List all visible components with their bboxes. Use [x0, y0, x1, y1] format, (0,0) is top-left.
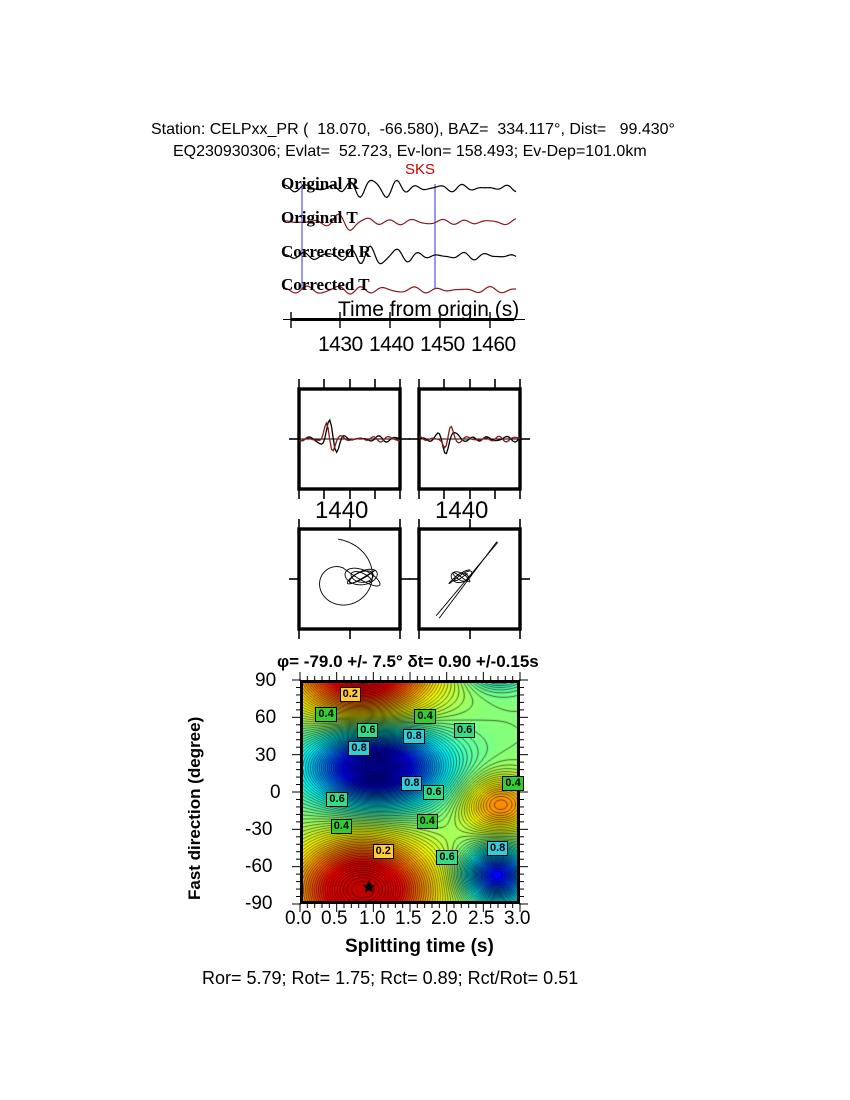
svg-text:Original R: Original R — [281, 174, 360, 193]
svg-text:Corrected T: Corrected T — [281, 275, 370, 294]
svg-text:Original T: Original T — [281, 208, 358, 227]
svg-text:Corrected R: Corrected R — [281, 242, 372, 261]
svg-text:SKS: SKS — [405, 161, 435, 178]
